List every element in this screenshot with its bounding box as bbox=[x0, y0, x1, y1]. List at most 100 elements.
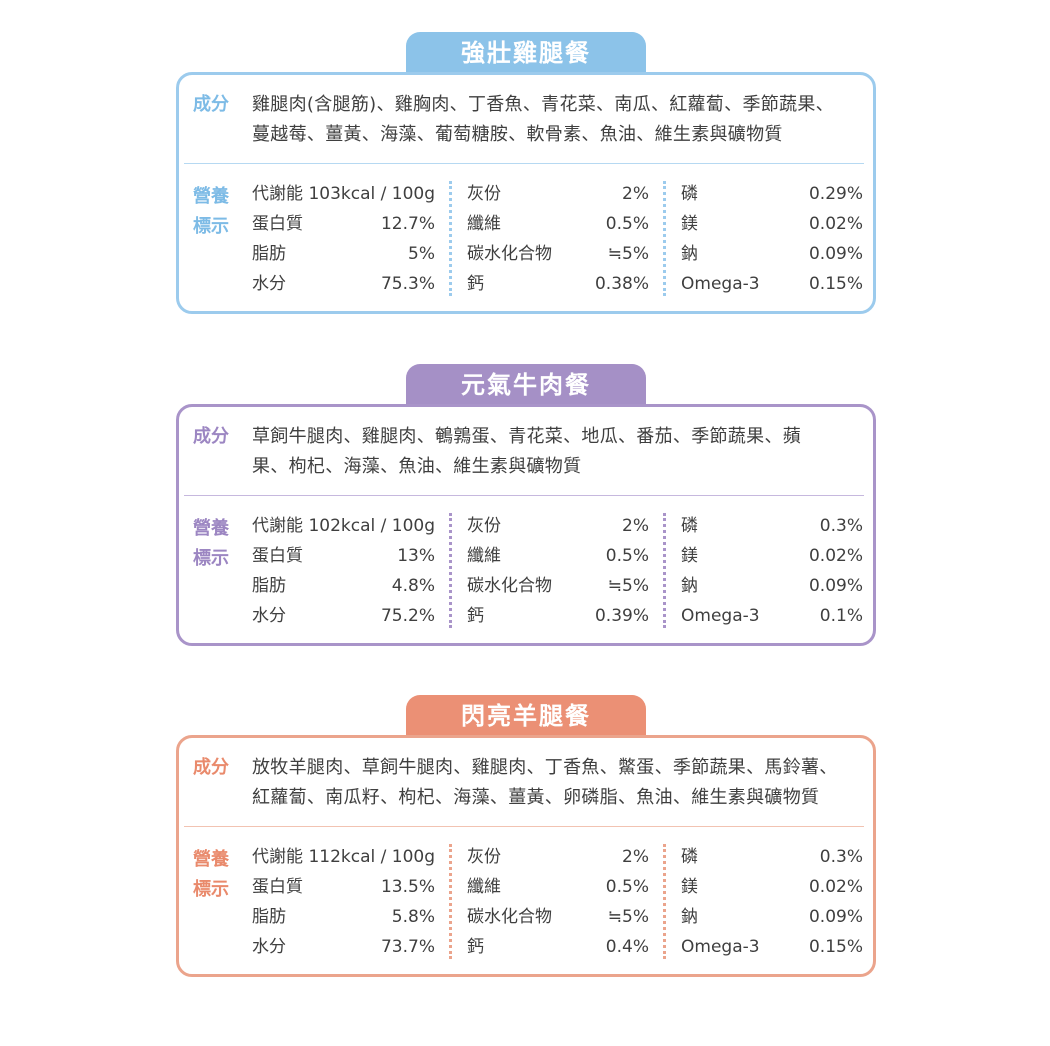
nutrition-column: 灰份 2% 纖維 0.5% 碳水化合物 ≒5% 鈣 0.38% bbox=[467, 179, 649, 299]
nutrition-row: 鈣 0.39% bbox=[467, 601, 649, 631]
nutrient-value: 0.39% bbox=[594, 606, 649, 626]
nutrition-row: 水分 75.2% bbox=[252, 601, 435, 631]
nutrition-row: Omega-3 0.15% bbox=[681, 269, 863, 299]
product-title: 閃亮羊腿餐 bbox=[406, 695, 646, 739]
nutrient-name: 灰份 bbox=[467, 184, 501, 204]
nutrient-value: 0.09% bbox=[808, 244, 863, 264]
nutrition-row: 纖維 0.5% bbox=[467, 872, 649, 902]
ingredients-line: 果、枸杞、海藻、魚油、維生素與礦物質 bbox=[252, 456, 582, 477]
nutrition-row: 蛋白質 13% bbox=[252, 541, 435, 571]
nutrient-value: 112kcal / 100g bbox=[308, 847, 435, 867]
dotted-separator bbox=[663, 513, 666, 628]
nutrient-value: 0.02% bbox=[808, 546, 863, 566]
nutrient-name: 水分 bbox=[252, 274, 286, 294]
section-divider bbox=[184, 163, 864, 164]
nutrition-label: 營養 標示 bbox=[193, 182, 237, 242]
nutrient-name: 灰份 bbox=[467, 516, 501, 536]
nutrition-label-line: 營養 bbox=[193, 518, 229, 539]
nutrient-name: 碳水化合物 bbox=[467, 576, 552, 596]
nutrient-name: 鈉 bbox=[681, 576, 698, 596]
nutrition-row: 磷 0.3% bbox=[681, 842, 863, 872]
nutrient-name: Omega-3 bbox=[681, 606, 760, 626]
nutrient-value: 2% bbox=[622, 847, 649, 867]
nutrition-row: 水分 75.3% bbox=[252, 269, 435, 299]
nutrition-row: 代謝能 102kcal / 100g bbox=[252, 511, 435, 541]
ingredients-label: 成分 bbox=[193, 757, 229, 778]
product-title: 元氣牛肉餐 bbox=[406, 364, 646, 408]
nutrient-value: 0.15% bbox=[808, 274, 863, 294]
nutrient-value: 0.3% bbox=[819, 847, 863, 867]
ingredients-text: 草飼牛腿肉、雞腿肉、鵪鶉蛋、青花菜、地瓜、番茄、季節蔬果、蘋 果、枸杞、海藻、魚… bbox=[252, 422, 867, 482]
nutrient-name: 代謝能 bbox=[252, 847, 303, 867]
nutrient-value: 75.2% bbox=[380, 606, 435, 626]
product-info-box: 成分 放牧羊腿肉、草飼牛腿肉、雞腿肉、丁香魚、鱉蛋、季節蔬果、馬鈴薯、 紅蘿蔔、… bbox=[176, 735, 876, 977]
section-divider bbox=[184, 826, 864, 827]
ingredients-text: 放牧羊腿肉、草飼牛腿肉、雞腿肉、丁香魚、鱉蛋、季節蔬果、馬鈴薯、 紅蘿蔔、南瓜籽… bbox=[252, 753, 867, 813]
nutrient-name: Omega-3 bbox=[681, 937, 760, 957]
nutrition-row: 水分 73.7% bbox=[252, 932, 435, 962]
nutrition-row: 鎂 0.02% bbox=[681, 541, 863, 571]
nutrient-name: 代謝能 bbox=[252, 516, 303, 536]
nutrient-value: 4.8% bbox=[391, 576, 435, 596]
nutrition-label-line: 標示 bbox=[193, 216, 229, 237]
nutrition-row: 磷 0.3% bbox=[681, 511, 863, 541]
nutrient-value: ≒5% bbox=[607, 244, 649, 264]
ingredients-line: 雞腿肉(含腿筋)、雞胸肉、丁香魚、青花菜、南瓜、紅蘿蔔、季節蔬果、 bbox=[252, 94, 834, 115]
ingredients-line: 放牧羊腿肉、草飼牛腿肉、雞腿肉、丁香魚、鱉蛋、季節蔬果、馬鈴薯、 bbox=[252, 757, 838, 778]
nutrient-value: 0.4% bbox=[605, 937, 649, 957]
nutrition-row: 鈣 0.38% bbox=[467, 269, 649, 299]
nutrient-name: 水分 bbox=[252, 606, 286, 626]
nutrient-value: 75.3% bbox=[380, 274, 435, 294]
nutrient-value: 0.1% bbox=[819, 606, 863, 626]
product-info-box: 成分 草飼牛腿肉、雞腿肉、鵪鶉蛋、青花菜、地瓜、番茄、季節蔬果、蘋 果、枸杞、海… bbox=[176, 404, 876, 646]
nutrient-name: 代謝能 bbox=[252, 184, 303, 204]
nutrition-column: 代謝能 112kcal / 100g 蛋白質 13.5% 脂肪 5.8% 水分 73.7… bbox=[252, 842, 435, 962]
nutrition-column: 磷 0.3% 鎂 0.02% 鈉 0.09% Omega-3 0.1% bbox=[681, 511, 863, 631]
nutrition-row: 鎂 0.02% bbox=[681, 872, 863, 902]
product-info-box: 成分 雞腿肉(含腿筋)、雞胸肉、丁香魚、青花菜、南瓜、紅蘿蔔、季節蔬果、 蔓越莓… bbox=[176, 72, 876, 314]
nutrient-name: 鎂 bbox=[681, 877, 698, 897]
nutrition-row: 灰份 2% bbox=[467, 511, 649, 541]
nutrient-value: 0.5% bbox=[605, 214, 649, 234]
nutrition-row: 蛋白質 12.7% bbox=[252, 209, 435, 239]
nutrient-value: 0.3% bbox=[819, 516, 863, 536]
nutrient-value: 12.7% bbox=[380, 214, 435, 234]
product-title: 強壯雞腿餐 bbox=[406, 32, 646, 76]
nutrient-name: 鈉 bbox=[681, 907, 698, 927]
nutrition-row: 鈉 0.09% bbox=[681, 239, 863, 269]
nutrient-value: 0.09% bbox=[808, 576, 863, 596]
nutrient-name: 灰份 bbox=[467, 847, 501, 867]
dotted-separator bbox=[663, 844, 666, 959]
nutrition-row: 碳水化合物 ≒5% bbox=[467, 902, 649, 932]
dotted-separator bbox=[663, 181, 666, 296]
nutrient-name: 鈣 bbox=[467, 606, 484, 626]
ingredients-line: 紅蘿蔔、南瓜籽、枸杞、海藻、薑黃、卵磷脂、魚油、維生素與礦物質 bbox=[252, 787, 820, 808]
dotted-separator bbox=[449, 844, 452, 959]
nutrition-row: 纖維 0.5% bbox=[467, 541, 649, 571]
nutrition-column: 磷 0.3% 鎂 0.02% 鈉 0.09% Omega-3 0.15% bbox=[681, 842, 863, 962]
nutrition-column: 代謝能 102kcal / 100g 蛋白質 13% 脂肪 4.8% 水分 75.2% bbox=[252, 511, 435, 631]
nutrient-name: 碳水化合物 bbox=[467, 907, 552, 927]
ingredients-label: 成分 bbox=[193, 426, 229, 447]
dotted-separator bbox=[449, 513, 452, 628]
nutrient-value: 0.15% bbox=[808, 937, 863, 957]
nutrient-name: 磷 bbox=[681, 184, 698, 204]
nutrient-value: ≒5% bbox=[607, 576, 649, 596]
nutrient-name: 鈉 bbox=[681, 244, 698, 264]
nutrition-row: 脂肪 4.8% bbox=[252, 571, 435, 601]
nutrient-value: 0.02% bbox=[808, 877, 863, 897]
nutrient-name: 鎂 bbox=[681, 546, 698, 566]
nutrition-row: 碳水化合物 ≒5% bbox=[467, 571, 649, 601]
nutrient-name: 水分 bbox=[252, 937, 286, 957]
nutrition-row: 代謝能 103kcal / 100g bbox=[252, 179, 435, 209]
nutrient-value: 73.7% bbox=[380, 937, 435, 957]
nutrient-name: 蛋白質 bbox=[252, 546, 303, 566]
nutrient-name: 脂肪 bbox=[252, 576, 286, 596]
nutrition-row: 脂肪 5.8% bbox=[252, 902, 435, 932]
nutrient-value: 0.02% bbox=[808, 214, 863, 234]
nutrition-row: 灰份 2% bbox=[467, 179, 649, 209]
nutrition-label-line: 營養 bbox=[193, 849, 229, 870]
nutrition-row: 鈉 0.09% bbox=[681, 571, 863, 601]
nutrient-name: 磷 bbox=[681, 847, 698, 867]
nutrition-row: 纖維 0.5% bbox=[467, 209, 649, 239]
